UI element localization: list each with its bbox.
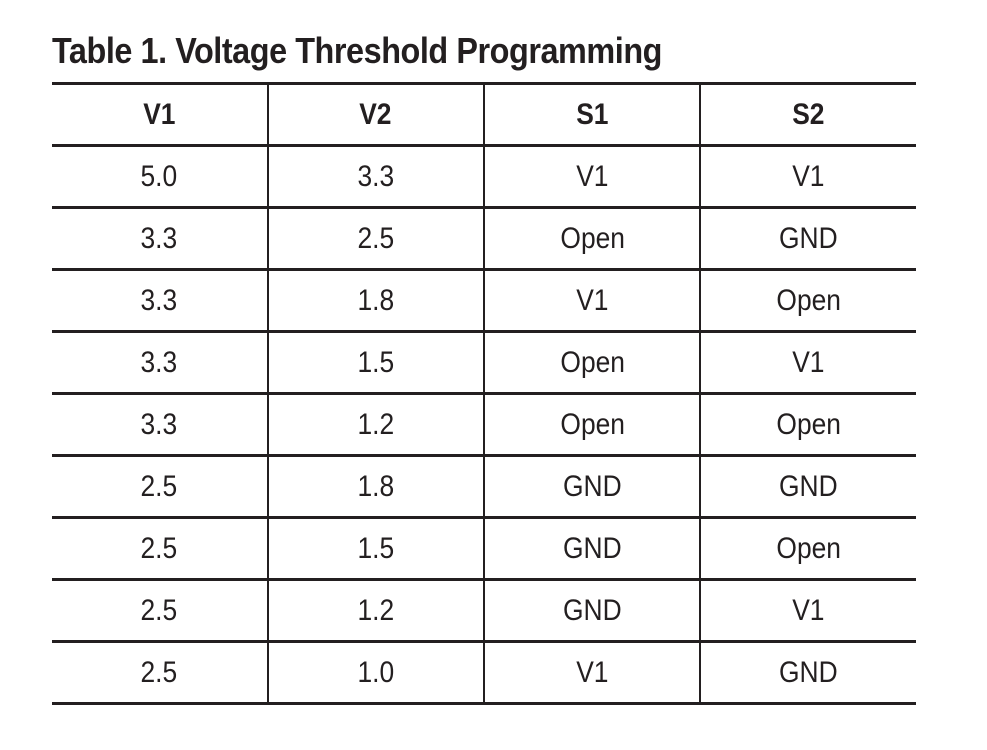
table-row: 2.5 1.2 GND V1 [52,579,916,642]
table-row: 3.3 1.2 Open Open [52,393,916,456]
table-cell: 1.8 [267,269,485,332]
table-cell: V1 [483,145,702,208]
header-cell-s1: S1 [483,83,702,146]
table-cell: GND [779,655,839,689]
table-cell: 3.3 [52,393,269,456]
table-cell: 2.5 [52,641,269,704]
table-title: Table 1. Voltage Threshold Programming [52,30,916,71]
table-cell: 1.8 [267,455,485,518]
table-cell: V1 [792,159,825,193]
table-cell: 1.0 [267,641,485,704]
table-cell: GND [483,455,702,518]
table-row: 2.5 1.5 GND Open [52,517,916,580]
table-cell: 1.5 [267,331,485,394]
table-cell: Open [483,393,702,456]
table-cell: 2.5 [52,455,269,518]
table-cell: 2.5 [52,579,269,642]
table-cell: V1 [483,269,702,332]
table-cell: 2.5 [52,517,269,580]
table-cell: V1 [483,641,702,704]
table-row: 5.0 3.3 V1 V1 [52,145,916,208]
table-cell: 5.0 [52,145,269,208]
table-cell: Open [483,331,702,394]
table-cell: 2.5 [267,207,485,270]
table-cell: Open [483,207,702,270]
table-row: 3.3 1.5 Open V1 [52,331,916,394]
table-cell: 3.3 [267,145,485,208]
table-cell: GND [483,579,702,642]
document-page: Table 1. Voltage Threshold Programming V… [52,30,916,706]
table-cell: 1.5 [267,517,485,580]
table-cell: V1 [792,593,825,627]
table-cell: Open [776,407,842,441]
table-cell: 3.3 [52,207,269,270]
header-row: V1 V2 S1 S2 [52,83,916,146]
table-cell: V1 [792,345,825,379]
header-cell-s2: S2 [792,97,825,131]
table-cell: GND [483,517,702,580]
table-cell: 1.2 [267,393,485,456]
table-cell: 3.3 [52,331,269,394]
table-row: 2.5 1.0 V1 GND [52,641,916,704]
table-cell: GND [779,469,839,503]
header-cell-v1: V1 [52,83,269,146]
table-cell: Open [776,531,842,565]
table-row: 3.3 1.8 V1 Open [52,269,916,332]
table-cell: Open [776,283,842,317]
table-title-text: Table 1. Voltage Threshold Programming [52,30,663,71]
table-cell: 3.3 [52,269,269,332]
header-cell-v2: V2 [267,83,485,146]
table-cell: 1.2 [267,579,485,642]
table-cell: GND [779,221,839,255]
table-row: 2.5 1.8 GND GND [52,455,916,518]
voltage-threshold-table: V1 V2 S1 S2 5.0 3.3 V1 V1 3.3 2.5 Open G… [52,82,916,706]
table-row: 3.3 2.5 Open GND [52,207,916,270]
